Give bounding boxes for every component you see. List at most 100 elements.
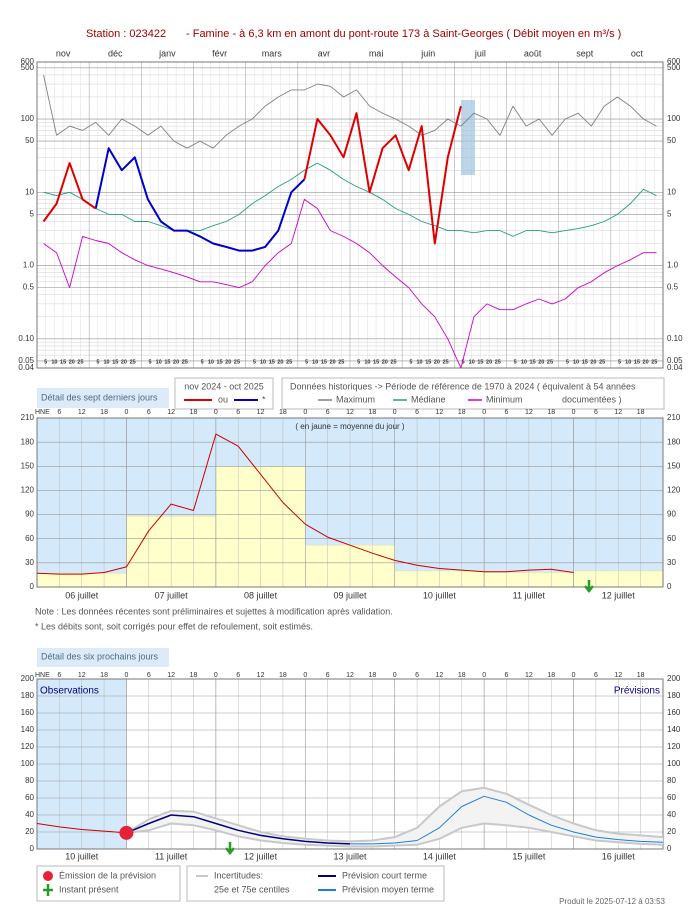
series-line xyxy=(126,814,351,845)
note: Note : Les données récentes sont prélimi… xyxy=(35,606,393,616)
y-tick-label: 120 xyxy=(667,486,681,495)
y-tick-label: 100 xyxy=(21,114,35,123)
x-tick-label: 10 juillet xyxy=(423,590,457,600)
hour-tick-label: 12 xyxy=(436,409,444,416)
month-label: oct xyxy=(631,48,644,58)
emission-point xyxy=(119,825,134,840)
hour-tick-label: 6 xyxy=(415,672,419,679)
current-marker xyxy=(461,100,475,175)
day-tick-label: 10 xyxy=(51,359,57,365)
y-tick-label: 10 xyxy=(25,187,34,196)
uncertainty-line xyxy=(126,822,664,848)
button-label[interactable]: Détail des sept derniers jours xyxy=(41,392,158,402)
hour-tick-label: 18 xyxy=(368,672,376,679)
hour-tick-label: 18 xyxy=(458,409,466,416)
hour-tick-label: 0 xyxy=(393,409,397,416)
series-line xyxy=(43,198,657,369)
day-tick-label: 10 xyxy=(260,359,266,365)
hour-tick-label: 6 xyxy=(415,409,419,416)
day-tick-label: 15 xyxy=(530,359,536,365)
legend-label: ou xyxy=(218,394,228,404)
day-tick-label: 20 xyxy=(382,359,388,365)
series-line xyxy=(43,74,657,149)
hour-tick-label: 12 xyxy=(78,409,86,416)
day-tick-label: 15 xyxy=(164,359,170,365)
y-tick-label: 210 xyxy=(667,413,681,422)
day-tick-label: 25 xyxy=(547,359,553,365)
observed-line xyxy=(36,823,127,834)
y-tick-label: 0.5 xyxy=(667,283,679,292)
series-line xyxy=(94,147,306,252)
day-tick-label: 10 xyxy=(364,359,370,365)
legend-label: Maximum xyxy=(336,394,375,404)
y-tick-label: 60 xyxy=(25,534,34,543)
button[interactable] xyxy=(37,648,169,667)
day-tick-label: 10 xyxy=(103,359,109,365)
y-tick-label: 0 xyxy=(30,844,35,853)
day-tick-label: 5 xyxy=(44,359,47,365)
hour-tick-label: 18 xyxy=(637,409,645,416)
observations-label: Observations xyxy=(40,686,99,697)
day-tick-label: 5 xyxy=(461,359,464,365)
day-tick-label: 5 xyxy=(409,359,412,365)
x-tick-label: 07 juillet xyxy=(155,590,189,600)
month-label: sept xyxy=(576,48,594,58)
legend-label: Émission de la prévision xyxy=(59,870,156,880)
y-tick-label: 40 xyxy=(25,810,34,819)
hour-tick-label: 0 xyxy=(572,409,576,416)
day-tick-label: 10 xyxy=(469,359,475,365)
hour-tick-label: 12 xyxy=(436,672,444,679)
day-tick-label: 20 xyxy=(538,359,544,365)
day-tick-label: 25 xyxy=(182,359,188,365)
y-tick-label: 5 xyxy=(30,209,35,218)
hour-tick-label: 18 xyxy=(547,409,555,416)
button[interactable] xyxy=(37,388,169,408)
hour-tick-label: 12 xyxy=(257,409,265,416)
hour-tick-label: 6 xyxy=(147,672,151,679)
y-tick-label: 90 xyxy=(25,510,34,519)
chart-title: - Famine - à 6,3 km en amont du pont-rou… xyxy=(186,28,621,40)
hour-tick-label: 12 xyxy=(167,409,175,416)
hour-tick-label: 0 xyxy=(482,409,486,416)
y-tick-label: 200 xyxy=(667,674,681,683)
hour-tick-label: 0 xyxy=(124,672,128,679)
time-zone: HNE xyxy=(35,409,50,416)
x-tick-label: 10 juillet xyxy=(65,851,99,861)
y-tick-label: 0.10 xyxy=(667,334,683,343)
hour-tick-label: 18 xyxy=(190,672,198,679)
y-tick-label: 40 xyxy=(667,810,676,819)
hour-tick-label: 0 xyxy=(214,409,218,416)
y-tick-label: 160 xyxy=(667,708,681,717)
present-marker xyxy=(584,580,594,594)
y-tick-label: 500 xyxy=(21,63,35,72)
day-tick-label: 5 xyxy=(96,359,99,365)
day-tick-label: 25 xyxy=(599,359,605,365)
month-label: févr xyxy=(212,48,227,58)
y-tick-label: 180 xyxy=(21,437,35,446)
hour-tick-label: 18 xyxy=(637,672,645,679)
hour-tick-label: 12 xyxy=(167,672,175,679)
day-tick-label: 15 xyxy=(425,359,431,365)
day-tick-label: 20 xyxy=(277,359,283,365)
y-tick-label: 140 xyxy=(667,725,681,734)
day-tick-label: 10 xyxy=(416,359,422,365)
legend-box xyxy=(281,377,665,410)
hour-tick-label: 0 xyxy=(303,672,307,679)
day-tick-label: 25 xyxy=(495,359,501,365)
y-tick-label: 0.05 xyxy=(667,356,683,365)
day-tick-label: 20 xyxy=(643,359,649,365)
legend-label: Minimum xyxy=(486,394,523,404)
button-label[interactable]: Détail des six prochains jours xyxy=(41,651,159,661)
hour-tick-label: 6 xyxy=(594,409,598,416)
plot-frame xyxy=(36,678,664,850)
day-tick-label: 5 xyxy=(618,359,621,365)
y-tick-label: 180 xyxy=(667,437,681,446)
x-tick-label: 13 juillet xyxy=(333,851,367,861)
day-tick-label: 15 xyxy=(477,359,483,365)
legend-box xyxy=(174,377,274,410)
day-tick-label: 20 xyxy=(590,359,596,365)
y-tick-label: 180 xyxy=(21,691,35,700)
y-tick-label: 0 xyxy=(667,844,672,853)
y-tick-label: 0.5 xyxy=(23,283,35,292)
y-tick-label: 100 xyxy=(21,759,35,768)
